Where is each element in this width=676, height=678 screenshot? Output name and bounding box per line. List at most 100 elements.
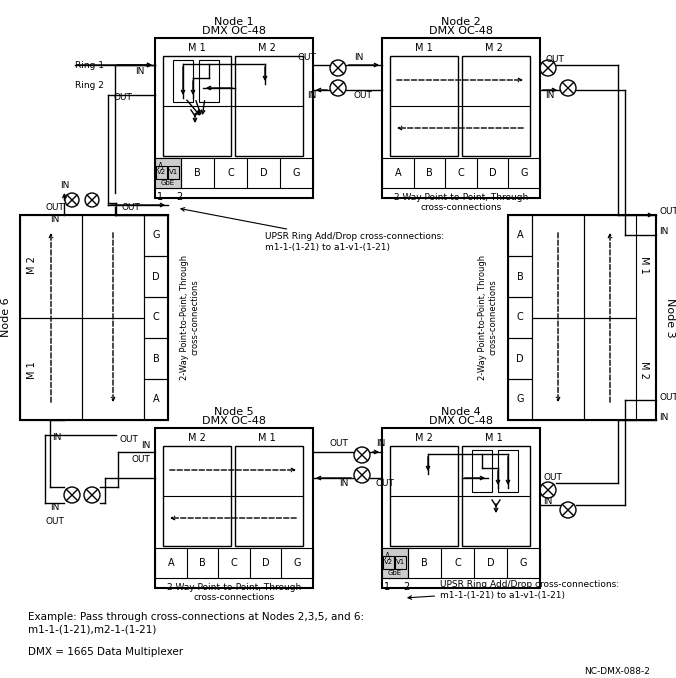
Text: IN: IN [59, 180, 69, 189]
Text: DMX OC-48: DMX OC-48 [429, 26, 493, 36]
Bar [155, 158, 181, 188]
Text: DMX = 1665 Data Multiplexer: DMX = 1665 Data Multiplexer [28, 647, 183, 657]
Bar [462, 446, 530, 546]
Text: V1: V1 [169, 170, 178, 176]
Text: IN: IN [50, 216, 59, 224]
Bar [382, 38, 540, 198]
Text: M 1: M 1 [188, 43, 206, 53]
Text: 2-Way Point-to-Point, Through
cross-connections: 2-Way Point-to-Point, Through cross-conn… [180, 255, 199, 380]
Bar [155, 38, 313, 198]
Text: A: A [385, 552, 390, 561]
Text: M 2: M 2 [27, 256, 37, 274]
Bar [382, 548, 540, 578]
Text: 1: 1 [384, 582, 390, 592]
Text: UPSR Ring Add/Drop cross-connections:
m1-1-(1-21) to a1-v1-(1-21): UPSR Ring Add/Drop cross-connections: m1… [408, 580, 619, 600]
Text: D: D [260, 168, 267, 178]
Text: DMX OC-48: DMX OC-48 [202, 416, 266, 426]
Text: M 2: M 2 [485, 43, 503, 53]
Text: M 2: M 2 [639, 361, 649, 379]
Text: Ring 2: Ring 2 [75, 81, 104, 89]
Text: DMX OC-48: DMX OC-48 [429, 416, 493, 426]
Bar [390, 56, 458, 156]
Text: IN: IN [50, 504, 59, 513]
Text: cross-connections: cross-connections [193, 593, 274, 601]
Text: C: C [458, 168, 464, 178]
Text: IN: IN [307, 92, 316, 100]
Text: IN: IN [659, 412, 669, 422]
Bar [155, 548, 313, 578]
Text: G: G [521, 168, 528, 178]
Bar [235, 446, 303, 546]
Bar [508, 256, 532, 297]
Bar [155, 428, 313, 588]
Text: B: B [421, 558, 428, 568]
Text: OUT: OUT [354, 92, 373, 100]
Text: M 2: M 2 [188, 433, 206, 443]
Text: 2: 2 [403, 582, 409, 592]
Text: Example: Pass through cross-connections at Nodes 2,3,5, and 6:: Example: Pass through cross-connections … [28, 612, 364, 622]
Text: OUT: OUT [131, 456, 150, 464]
Text: DMX OC-48: DMX OC-48 [202, 26, 266, 36]
Text: Ring 1: Ring 1 [75, 60, 104, 70]
Text: m1-1-(1-21),m2-1-(1-21): m1-1-(1-21),m2-1-(1-21) [28, 625, 156, 635]
Bar [144, 256, 168, 297]
Text: A: A [516, 231, 523, 241]
Bar [508, 338, 532, 379]
Text: IN: IN [659, 228, 669, 237]
Text: NC-DMX-088-2: NC-DMX-088-2 [584, 666, 650, 675]
Bar [156, 166, 167, 179]
Bar [532, 215, 584, 317]
Text: OUT: OUT [121, 203, 140, 212]
Text: M 1: M 1 [639, 256, 649, 274]
Text: C: C [153, 313, 160, 323]
Bar [390, 446, 458, 546]
Text: Node 3: Node 3 [665, 298, 675, 338]
Text: Node 1: Node 1 [214, 17, 254, 27]
Text: OUT: OUT [45, 203, 64, 212]
Text: D: D [152, 271, 160, 281]
Text: OUT: OUT [543, 473, 562, 483]
Text: V1: V1 [396, 559, 405, 565]
Bar [20, 317, 82, 420]
Bar [20, 215, 168, 420]
Text: A: A [158, 162, 163, 171]
Text: 2-Way Point-to-Point, Through
cross-connections: 2-Way Point-to-Point, Through cross-conn… [479, 255, 498, 380]
Text: G: G [293, 168, 300, 178]
Text: 2-Way Point-to-Point, Through: 2-Way Point-to-Point, Through [394, 193, 528, 203]
Text: cross-connections: cross-connections [420, 203, 502, 212]
Text: C: C [227, 168, 234, 178]
Bar [395, 556, 406, 569]
Text: B: B [153, 353, 160, 363]
Text: V2: V2 [384, 559, 393, 565]
Text: OUT: OUT [119, 435, 138, 445]
Bar [584, 215, 636, 317]
Bar [508, 215, 656, 420]
Bar [508, 215, 532, 256]
Bar [144, 297, 168, 338]
Text: C: C [231, 558, 237, 568]
Text: B: B [199, 558, 206, 568]
Bar [382, 548, 408, 578]
Text: IN: IN [543, 496, 552, 506]
Text: OUT: OUT [659, 207, 676, 216]
Text: Node 2: Node 2 [441, 17, 481, 27]
Bar [462, 56, 530, 156]
Text: M 1: M 1 [27, 361, 37, 379]
Text: 2: 2 [176, 192, 182, 202]
Text: G: G [152, 231, 160, 241]
Bar [168, 166, 179, 179]
Text: M 1: M 1 [415, 43, 433, 53]
Text: IN: IN [136, 68, 145, 77]
Text: OUT: OUT [297, 54, 316, 62]
Text: UPSR Ring Add/Drop cross-connections:
m1-1-(1-21) to a1-v1-(1-21): UPSR Ring Add/Drop cross-connections: m1… [181, 207, 444, 252]
Bar [235, 56, 303, 156]
Text: GbE: GbE [388, 570, 402, 576]
Text: OUT: OUT [376, 479, 395, 489]
Bar [144, 338, 168, 379]
Text: IN: IN [141, 441, 150, 450]
Text: IN: IN [545, 92, 554, 100]
Bar [144, 215, 168, 256]
Bar [20, 215, 82, 317]
Bar [584, 317, 636, 420]
Text: B: B [194, 168, 201, 178]
